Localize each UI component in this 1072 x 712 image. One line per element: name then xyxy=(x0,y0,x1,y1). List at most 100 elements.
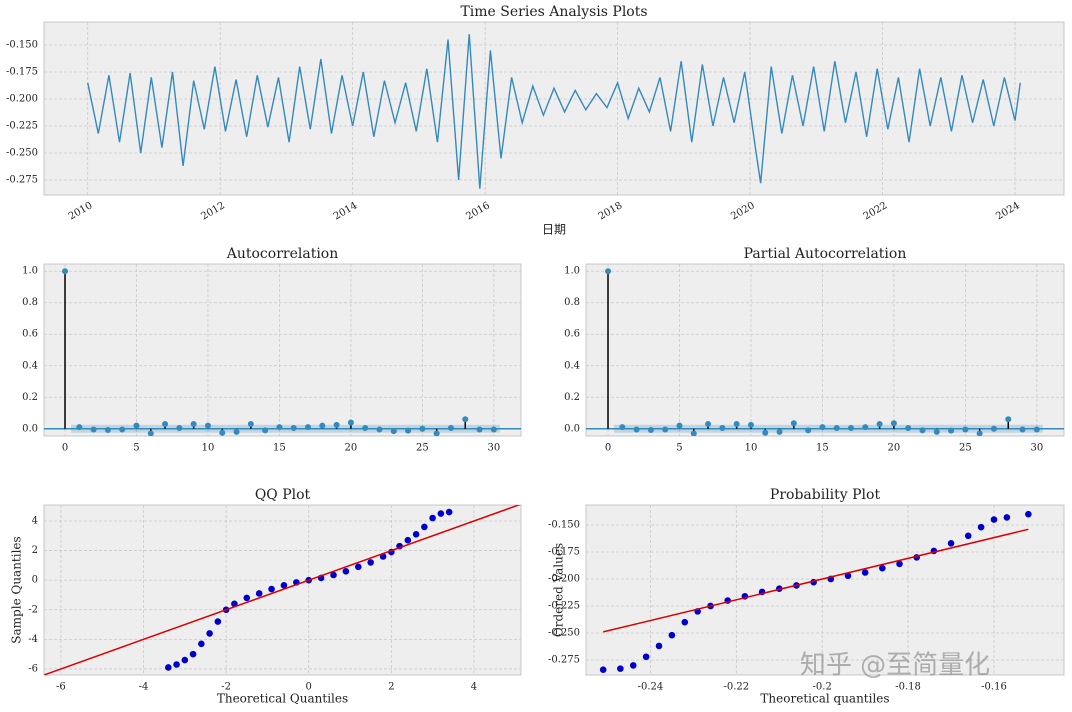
stem-marker xyxy=(419,425,426,432)
stem-marker xyxy=(790,420,797,427)
stem-marker xyxy=(976,430,983,436)
stem-marker xyxy=(133,422,140,429)
x-tick-label: 4 xyxy=(471,682,477,693)
stem-marker xyxy=(219,429,226,436)
stem-marker xyxy=(247,421,254,428)
data-layer xyxy=(599,510,1032,674)
point xyxy=(964,532,972,540)
stem-marker xyxy=(347,419,354,426)
stem-marker xyxy=(633,426,640,433)
stem-marker xyxy=(190,421,197,428)
point xyxy=(668,631,676,639)
y-tick-label: 0.8 xyxy=(564,297,580,308)
point xyxy=(165,664,172,671)
stem-marker xyxy=(305,424,312,431)
y-axis-label: Sample Quantiles xyxy=(10,536,24,643)
subplot: 0.0 0.2 0.4 0.6 0.8 1.0 0 5 10 15 20 25 30 Partial Au… xyxy=(564,246,1065,454)
fit-line xyxy=(44,505,521,675)
point xyxy=(879,564,886,572)
point xyxy=(437,510,445,517)
x-tick-label: -0.24 xyxy=(638,682,664,693)
point xyxy=(599,666,607,674)
x-tick-label: 2022 xyxy=(862,200,890,222)
y-tick-label: -0.250 xyxy=(548,627,580,638)
y-tick-label: -0.200 xyxy=(548,573,580,584)
stem-marker xyxy=(433,430,440,436)
stem-marker xyxy=(476,426,483,433)
stem-marker xyxy=(162,421,169,428)
x-tick-label: 10 xyxy=(745,443,758,454)
stem-marker xyxy=(462,416,469,423)
point xyxy=(404,536,412,544)
x-tick-label: 0 xyxy=(306,682,312,693)
stem-marker xyxy=(290,424,297,431)
x-tick-label: -2 xyxy=(221,682,231,693)
stem-marker xyxy=(862,424,869,431)
point xyxy=(198,640,205,648)
y-tick-label: 4 xyxy=(32,515,38,526)
x-tick-label: 25 xyxy=(416,443,429,454)
y-tick-label: 0.0 xyxy=(564,423,580,434)
x-tick-label: 5 xyxy=(133,443,139,454)
stem-marker xyxy=(619,424,626,431)
stem-marker xyxy=(490,426,497,433)
plot-area xyxy=(43,21,1065,196)
point xyxy=(896,560,903,568)
stem-marker xyxy=(1033,426,1040,433)
point xyxy=(255,590,263,597)
series-line xyxy=(87,34,1021,189)
point xyxy=(629,662,637,669)
x-tick-label: -0.22 xyxy=(723,682,749,693)
subplot: -6 -4 -2 0 2 4 -6 -4 -2 0 2 4 QQ Plot Theoretical Qua… xyxy=(10,487,522,706)
x-tick-label: 30 xyxy=(487,443,500,454)
point xyxy=(412,530,420,538)
stem-marker xyxy=(905,424,912,431)
chart-title: Autocorrelation xyxy=(226,246,339,262)
point xyxy=(330,571,337,579)
stem-marker xyxy=(833,424,840,431)
point xyxy=(977,523,985,531)
stem-marker xyxy=(762,429,769,436)
point xyxy=(655,642,663,650)
y-tick-label: 0.2 xyxy=(564,392,580,403)
y-tick-label: -0.175 xyxy=(548,546,580,557)
point xyxy=(844,572,852,580)
point xyxy=(181,656,189,664)
stem-marker xyxy=(933,428,940,435)
y-axis-label: Ordered Values xyxy=(552,543,566,637)
stem-marker xyxy=(319,422,326,429)
y-tick-label: 2 xyxy=(32,545,38,556)
stem-marker xyxy=(605,268,612,275)
point xyxy=(642,653,650,661)
x-tick-label: 2012 xyxy=(199,200,227,222)
y-tick-label: 1.0 xyxy=(564,266,580,277)
stem-marker xyxy=(104,427,111,434)
subplot: 0.0 0.2 0.4 0.6 0.8 1.0 0 5 10 15 20 25 30 Autocorrel… xyxy=(22,246,522,454)
point xyxy=(861,569,869,576)
y-tick-label: 1.0 xyxy=(22,266,38,277)
stem-marker xyxy=(390,428,397,435)
y-tick-label: 0 xyxy=(32,575,38,586)
y-tick-label: -4 xyxy=(28,634,38,645)
chart-title: Partial Autocorrelation xyxy=(744,246,907,262)
point xyxy=(280,582,288,589)
y-tick-label: -2 xyxy=(28,604,38,615)
plot-area xyxy=(43,263,522,437)
y-tick-label: -0.225 xyxy=(6,120,38,131)
y-tick-label: -0.275 xyxy=(548,654,580,665)
data-layer xyxy=(87,34,1021,189)
data-layer xyxy=(44,268,521,436)
x-tick-label: 2018 xyxy=(597,200,625,222)
stem-marker xyxy=(733,421,740,428)
point xyxy=(421,523,428,531)
stem-marker xyxy=(147,430,154,436)
stem-marker xyxy=(447,424,454,431)
point xyxy=(947,540,955,547)
point xyxy=(429,514,436,522)
stem-marker xyxy=(276,424,283,431)
point xyxy=(1003,514,1011,521)
stem-marker xyxy=(76,424,83,431)
stem-marker xyxy=(776,428,783,435)
point xyxy=(445,508,453,516)
